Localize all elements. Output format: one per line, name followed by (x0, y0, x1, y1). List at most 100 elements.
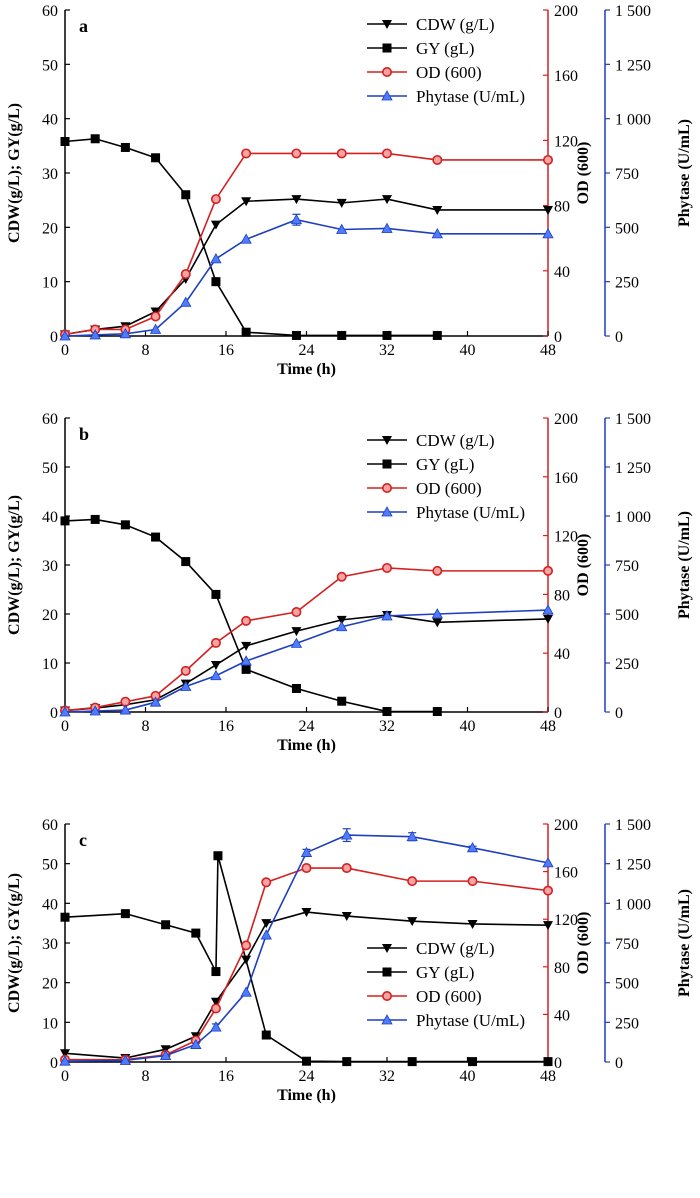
data-point (180, 296, 192, 307)
data-point (120, 520, 130, 530)
data-point (210, 637, 221, 648)
data-point (407, 917, 418, 927)
data-point (119, 704, 132, 715)
phytase-y-tick-label: 1 500 (615, 411, 651, 428)
left-y-tick-label: 0 (50, 329, 58, 346)
data-point (466, 841, 479, 853)
phytase-y-axis-title: Phytase (U/mL) (676, 119, 693, 227)
left-y-tick-label: 10 (42, 656, 58, 673)
data-point (431, 608, 443, 619)
phytase-y-tick-label: 1 250 (615, 460, 651, 477)
data-point (300, 846, 313, 857)
data-point (59, 1055, 71, 1066)
data-point (382, 195, 392, 205)
x-tick-label: 0 (61, 718, 69, 735)
data-point (291, 607, 302, 618)
od-y-tick-label: 200 (554, 3, 578, 20)
od-y-tick-label: 0 (554, 705, 562, 722)
data-point (190, 1038, 202, 1049)
phytase-y-tick-label: 1 500 (615, 3, 651, 20)
legend-label: Phytase (U/mL) (416, 1011, 525, 1030)
legend: CDW (g/L) GY (gL) OD (600) Phytase (U/mL) (367, 939, 525, 1030)
panel-label: a (79, 16, 88, 36)
data-point (210, 997, 221, 1007)
data-point (381, 610, 393, 621)
data-point (432, 565, 443, 576)
data-point (542, 857, 554, 868)
data-point (210, 220, 221, 230)
phytase-y-tick-label: 1 250 (615, 857, 651, 874)
series-line-od-2 (64, 152, 548, 336)
data-point (151, 153, 161, 163)
x-tick-label: 40 (460, 342, 476, 359)
od-y-tick-label: 160 (554, 470, 578, 487)
data-point (382, 330, 392, 340)
data-point (336, 198, 347, 208)
legend-label: CDW (g/L) (416, 939, 495, 958)
data-point (467, 876, 478, 887)
left-y-tick-label: 40 (42, 509, 58, 526)
series-line-phytase-3 (64, 834, 549, 1063)
x-tick-label: 24 (299, 342, 315, 359)
data-point (59, 706, 71, 717)
data-point (60, 1049, 70, 1059)
data-point (210, 1021, 222, 1032)
series-line-phytase-3 (64, 218, 548, 337)
left-y-tick-label: 30 (42, 166, 58, 183)
series-line-od-2 (65, 867, 549, 1061)
x-tick-label: 32 (379, 342, 395, 359)
data-point (432, 618, 443, 628)
left-y-tick-label: 50 (42, 857, 58, 874)
phytase-y-tick-label: 500 (615, 976, 639, 993)
left-y-tick-label: 50 (42, 460, 58, 477)
data-point (161, 920, 171, 930)
od-y-tick-label: 0 (554, 329, 562, 346)
od-y-tick-label: 40 (554, 264, 570, 281)
x-tick-label: 32 (379, 1068, 395, 1085)
phytase-y-tick-label: 1 000 (615, 112, 651, 129)
panel-label: b (79, 424, 89, 444)
data-point (337, 330, 347, 340)
data-point (431, 228, 443, 239)
legend-label: OD (600) (416, 479, 482, 498)
square-icon (382, 459, 392, 469)
phytase-y-tick-label: 750 (615, 936, 639, 953)
data-point (543, 614, 553, 624)
series-line-left-0 (64, 614, 549, 712)
data-point (341, 829, 353, 840)
od-y-tick-label: 200 (554, 817, 578, 834)
triangle-down-icon (382, 436, 392, 445)
circle-icon (381, 67, 392, 78)
data-point (260, 929, 272, 940)
data-point (543, 921, 553, 931)
left-y-tick-label: 30 (42, 558, 58, 575)
phytase-y-tick-label: 500 (615, 607, 639, 624)
data-point (240, 655, 252, 666)
data-point (467, 919, 478, 929)
data-point (241, 940, 252, 951)
data-point (191, 928, 201, 938)
data-point (149, 696, 162, 707)
left-y-tick-label: 60 (42, 411, 58, 428)
data-point (240, 233, 252, 244)
data-point (181, 190, 191, 200)
data-point (119, 1054, 132, 1065)
od-y-tick-label: 200 (554, 411, 578, 428)
data-point (432, 154, 443, 165)
data-point (291, 683, 301, 693)
legend-label: OD (600) (416, 63, 482, 82)
data-point (159, 1049, 172, 1061)
x-tick-label: 48 (540, 718, 556, 735)
data-point (407, 1057, 417, 1067)
data-point (211, 967, 221, 977)
legend-label: Phytase (U/mL) (416, 503, 525, 522)
x-axis-title: Time (h) (277, 737, 336, 754)
data-point (261, 877, 272, 888)
data-point (241, 664, 251, 674)
data-point (291, 148, 302, 159)
data-point (381, 562, 392, 573)
od-y-tick-label: 40 (554, 1007, 570, 1024)
phytase-y-tick-label: 0 (615, 329, 623, 346)
data-point (180, 269, 191, 280)
